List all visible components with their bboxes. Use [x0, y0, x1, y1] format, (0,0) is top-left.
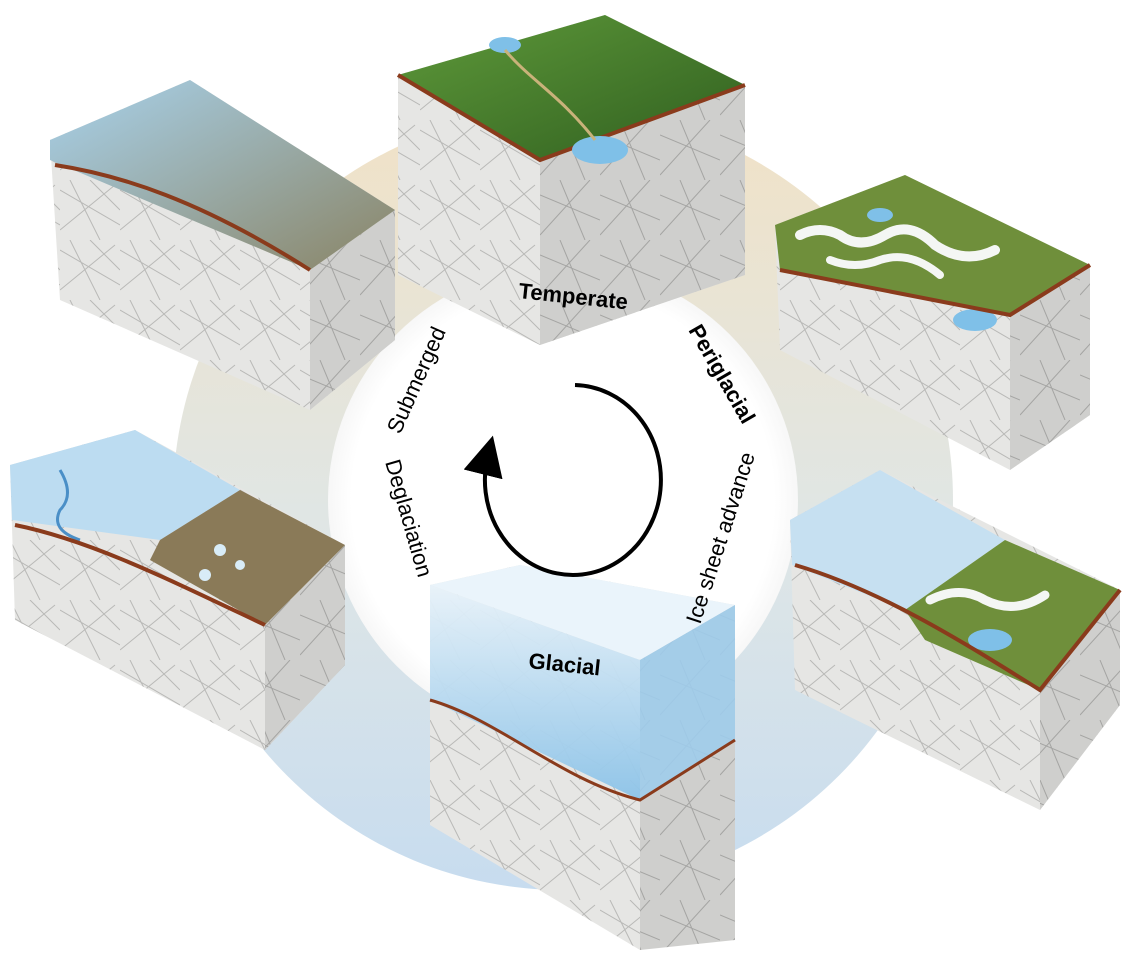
lake-icon — [867, 208, 893, 222]
lake-icon — [953, 309, 997, 331]
lake-icon — [968, 629, 1012, 651]
block-periglacial — [775, 175, 1092, 470]
ice-mound-icon — [214, 544, 226, 556]
lake-icon — [489, 37, 521, 53]
block-submerged — [50, 80, 395, 410]
ice-mound-icon — [199, 569, 211, 581]
block-temperate — [396, 15, 746, 345]
block-glacial — [429, 565, 736, 950]
block-ice-sheet-advance — [790, 470, 1122, 810]
cycle-arrow — [463, 383, 663, 577]
ice-mound-icon — [235, 560, 245, 570]
lake-icon — [572, 136, 628, 164]
block-deglaciation — [10, 430, 345, 750]
